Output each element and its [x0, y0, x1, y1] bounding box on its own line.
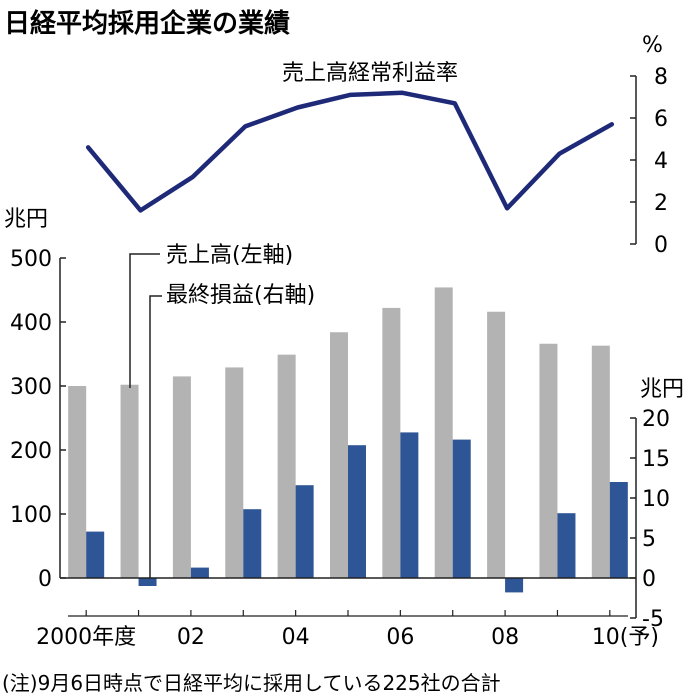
line-tick-label: 4 [654, 149, 668, 174]
bar-sales [539, 343, 558, 578]
bar-profit [190, 567, 209, 578]
bar-profit [138, 578, 157, 586]
left-tick-label: 400 [10, 311, 52, 336]
right-tick-label: 15 [642, 447, 670, 472]
legend-sales: 売上高(左軸) [166, 243, 293, 268]
line-series-label: 売上高経常利益率 [282, 61, 458, 86]
bar-sales [434, 287, 453, 578]
left-tick-label: 0 [38, 567, 52, 592]
legend-profit: 最終損益(右軸) [166, 283, 315, 308]
bar-sales [68, 386, 87, 578]
right-tick-label: -5 [642, 607, 664, 632]
right-axis-unit: 兆円 [640, 377, 684, 402]
right-tick-label: 20 [642, 407, 670, 432]
bar-profit [400, 432, 419, 578]
bar-sales [487, 311, 506, 578]
right-tick-label: 5 [642, 527, 656, 552]
line-tick-label: 0 [654, 233, 668, 258]
bar-sales [277, 354, 296, 578]
left-tick-label: 500 [10, 247, 52, 272]
x-tick-label: 06 [386, 625, 414, 650]
line-unit-label: % [642, 33, 663, 58]
left-tick-label: 200 [10, 439, 52, 464]
line-series [85, 90, 615, 213]
bar-profit [348, 445, 366, 578]
left-axis-unit: 兆円 [4, 207, 48, 232]
x-tick-label: 04 [282, 625, 310, 650]
bar-sales [591, 345, 610, 578]
x-tick-label: 2000年度 [36, 625, 136, 650]
chart-note: (注)9月6日時点で日経平均に採用している225社の合計 [2, 671, 501, 695]
line-axis: 0 2 4 6 8 [630, 65, 668, 258]
x-tick-label: 08 [491, 625, 519, 650]
line-tick-label: 6 [654, 107, 668, 132]
right-tick-label: 10 [642, 487, 670, 512]
bar-sales [330, 332, 348, 578]
bar-series [68, 287, 628, 593]
bar-sales [172, 376, 191, 578]
bar-profit [452, 439, 471, 578]
legend-leader-sales [129, 253, 160, 388]
bar-profit [295, 485, 314, 578]
bar-sales [382, 307, 401, 578]
x-tick-label: 02 [177, 625, 205, 650]
bar-profit [243, 509, 262, 578]
bar-profit [609, 482, 628, 578]
left-axis: 0 100 200 300 400 500 [10, 247, 66, 592]
bar-sales [225, 367, 244, 578]
right-tick-label: 0 [642, 567, 656, 592]
bar-profit [86, 531, 105, 578]
left-tick-label: 300 [10, 375, 52, 400]
bar-sales [120, 384, 139, 578]
x-tick-label: 10(予) [592, 625, 659, 650]
chart-title: 日経平均採用企業の業績 [4, 8, 290, 39]
line-path [85, 90, 615, 213]
x-axis: 2000年度 02 04 06 08 10(予) [36, 577, 659, 650]
line-tick-label: 2 [654, 191, 668, 216]
legend-leader-profit [149, 295, 162, 578]
bar-profit [557, 513, 576, 578]
line-tick-label: 8 [654, 65, 668, 90]
bar-profit [505, 578, 524, 593]
right-axis: -5 0 5 10 15 20 [630, 407, 670, 632]
left-tick-label: 100 [10, 503, 52, 528]
